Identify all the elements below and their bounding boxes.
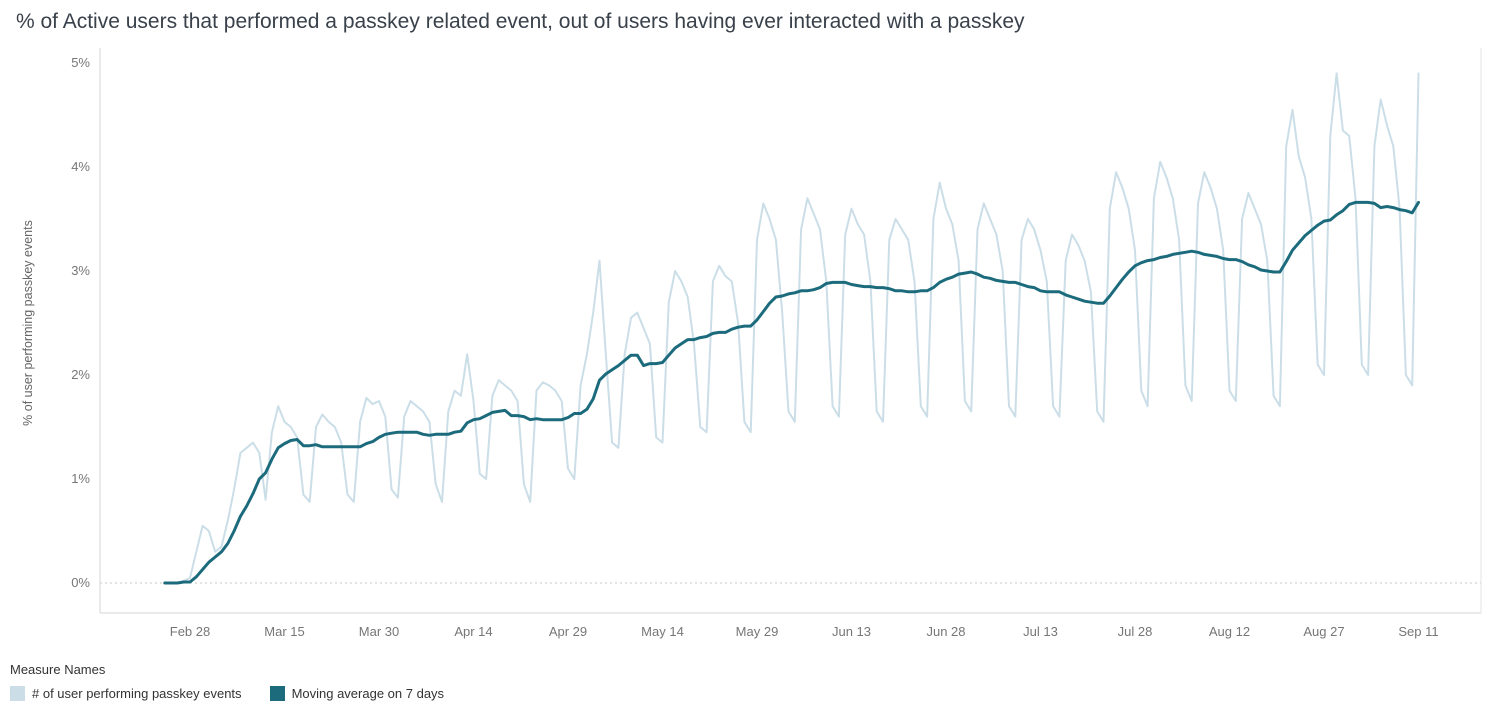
daily-series-swatch-icon <box>10 686 25 701</box>
x-tick-label: May 29 <box>736 624 779 639</box>
legend-items: # of user performing passkey events Movi… <box>10 686 444 701</box>
y-tick-label: 5% <box>71 55 90 70</box>
page-title: % of Active users that performed a passk… <box>16 10 1025 33</box>
moving-average-swatch-icon <box>269 686 285 701</box>
x-tick-label: Aug 12 <box>1209 624 1250 639</box>
x-tick-label: Jul 28 <box>1118 624 1153 639</box>
legend: Measure Names # of user performing passk… <box>10 662 444 701</box>
x-tick-label: Apr 29 <box>549 624 587 639</box>
x-tick-label: Sep 11 <box>1398 624 1438 639</box>
legend-item-label: # of user performing passkey events <box>32 686 242 701</box>
y-tick-label: 4% <box>71 159 90 174</box>
x-tick-label: Mar 15 <box>264 624 304 639</box>
x-tick-label: Mar 30 <box>359 624 399 639</box>
x-tick-label: Feb 28 <box>170 624 210 639</box>
legend-item-moving-average[interactable]: Moving average on 7 days <box>269 686 445 701</box>
y-tick-label: 2% <box>71 367 90 382</box>
x-tick-label: Jun 28 <box>926 624 965 639</box>
y-tick-label: 1% <box>71 471 90 486</box>
daily-series-line[interactable] <box>163 72 1420 584</box>
legend-item-daily-series[interactable]: # of user performing passkey events <box>10 686 242 701</box>
x-tick-label: Apr 14 <box>454 624 492 639</box>
x-tick-label: May 14 <box>641 624 684 639</box>
y-tick-label: 0% <box>71 575 90 590</box>
y-axis-title: % of user performing passkey events <box>21 220 35 426</box>
x-tick-label: Jul 13 <box>1023 624 1058 639</box>
moving-average-line[interactable] <box>163 200 1420 585</box>
x-tick-label: Jun 13 <box>832 624 871 639</box>
chart-canvas[interactable]: % of user performing passkey events 0% 1%… <box>0 48 1500 648</box>
legend-item-label: Moving average on 7 days <box>291 686 445 701</box>
legend-title: Measure Names <box>10 662 106 677</box>
x-tick-label: Aug 27 <box>1303 624 1344 639</box>
y-tick-label: 3% <box>71 263 90 278</box>
